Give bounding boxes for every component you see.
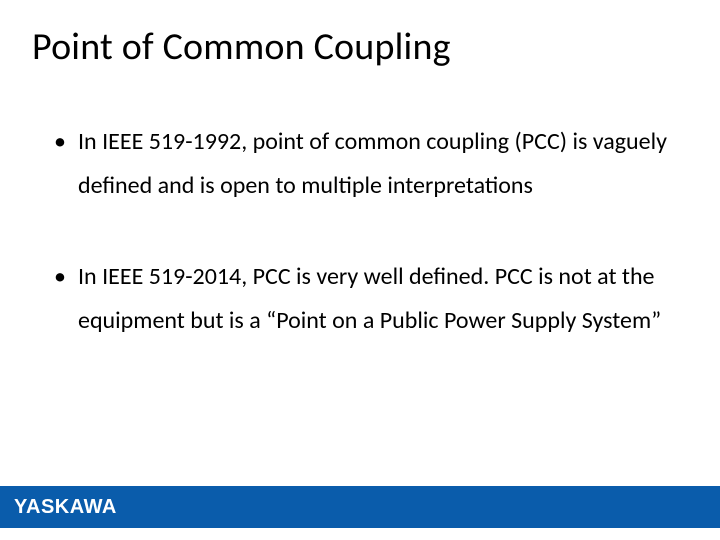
footer-bar: YASKAWA	[0, 486, 720, 528]
slide-container: Point of Common Coupling In IEEE 519-199…	[0, 0, 720, 540]
bullet-item: In IEEE 519-2014, PCC is very well defin…	[54, 255, 674, 344]
bullet-item: In IEEE 519-1992, point of common coupli…	[54, 120, 674, 209]
bottom-spacer	[0, 528, 720, 540]
yaskawa-logo: YASKAWA	[14, 496, 117, 519]
slide-title: Point of Common Coupling	[32, 24, 451, 70]
slide-content: In IEEE 519-1992, point of common coupli…	[54, 120, 674, 390]
bullet-text: In IEEE 519-1992, point of common coupli…	[78, 127, 667, 200]
bullet-text: In IEEE 519-2014, PCC is very well defin…	[78, 262, 661, 335]
